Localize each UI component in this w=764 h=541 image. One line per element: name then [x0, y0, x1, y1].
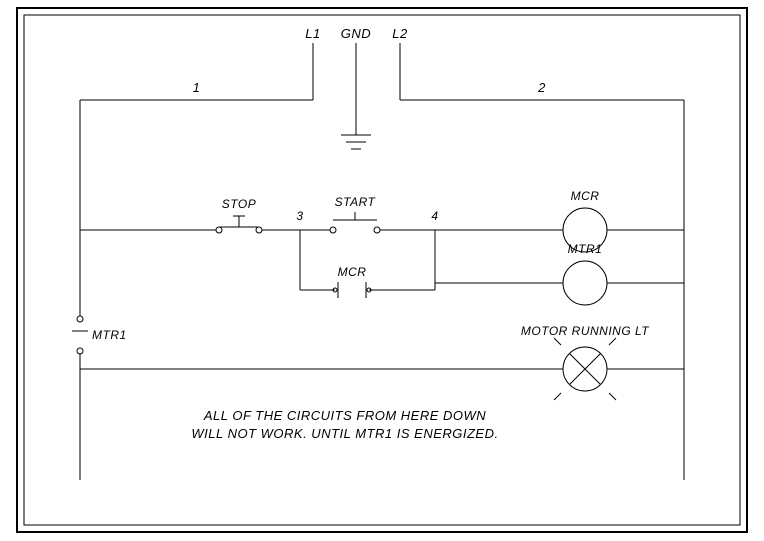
- svg-text:STOP: STOP: [222, 197, 256, 211]
- ladder-schematic: L1 GND L2 1 2 MTR1 STOP 3 START 4 MCR MCR MTR1 MOTOR …: [0, 0, 764, 541]
- svg-text:MTR1: MTR1: [568, 242, 603, 256]
- svg-text:MCR: MCR: [571, 189, 600, 203]
- schematic-frame: L1 GND L2 1 2 MTR1 STOP 3 START 4 MCR MCR MTR1 MOTOR …: [0, 0, 764, 541]
- svg-text:GND: GND: [341, 26, 371, 41]
- svg-text:2: 2: [537, 80, 546, 95]
- svg-text:START: START: [335, 195, 377, 209]
- svg-text:L1: L1: [305, 26, 320, 41]
- svg-text:4: 4: [431, 209, 438, 223]
- svg-text:MTR1: MTR1: [92, 328, 127, 342]
- svg-text:MOTOR RUNNING LT: MOTOR RUNNING LT: [521, 324, 650, 338]
- svg-text:3: 3: [296, 209, 303, 223]
- svg-text:ALL OF THE CIRCUITS FROM HERE: ALL OF THE CIRCUITS FROM HERE DOWN: [203, 408, 486, 423]
- svg-text:WILL NOT WORK. UNTIL MTR1 IS E: WILL NOT WORK. UNTIL MTR1 IS ENERGIZED.: [191, 426, 498, 441]
- svg-text:1: 1: [193, 80, 201, 95]
- svg-text:MCR: MCR: [338, 265, 367, 279]
- svg-text:L2: L2: [392, 26, 408, 41]
